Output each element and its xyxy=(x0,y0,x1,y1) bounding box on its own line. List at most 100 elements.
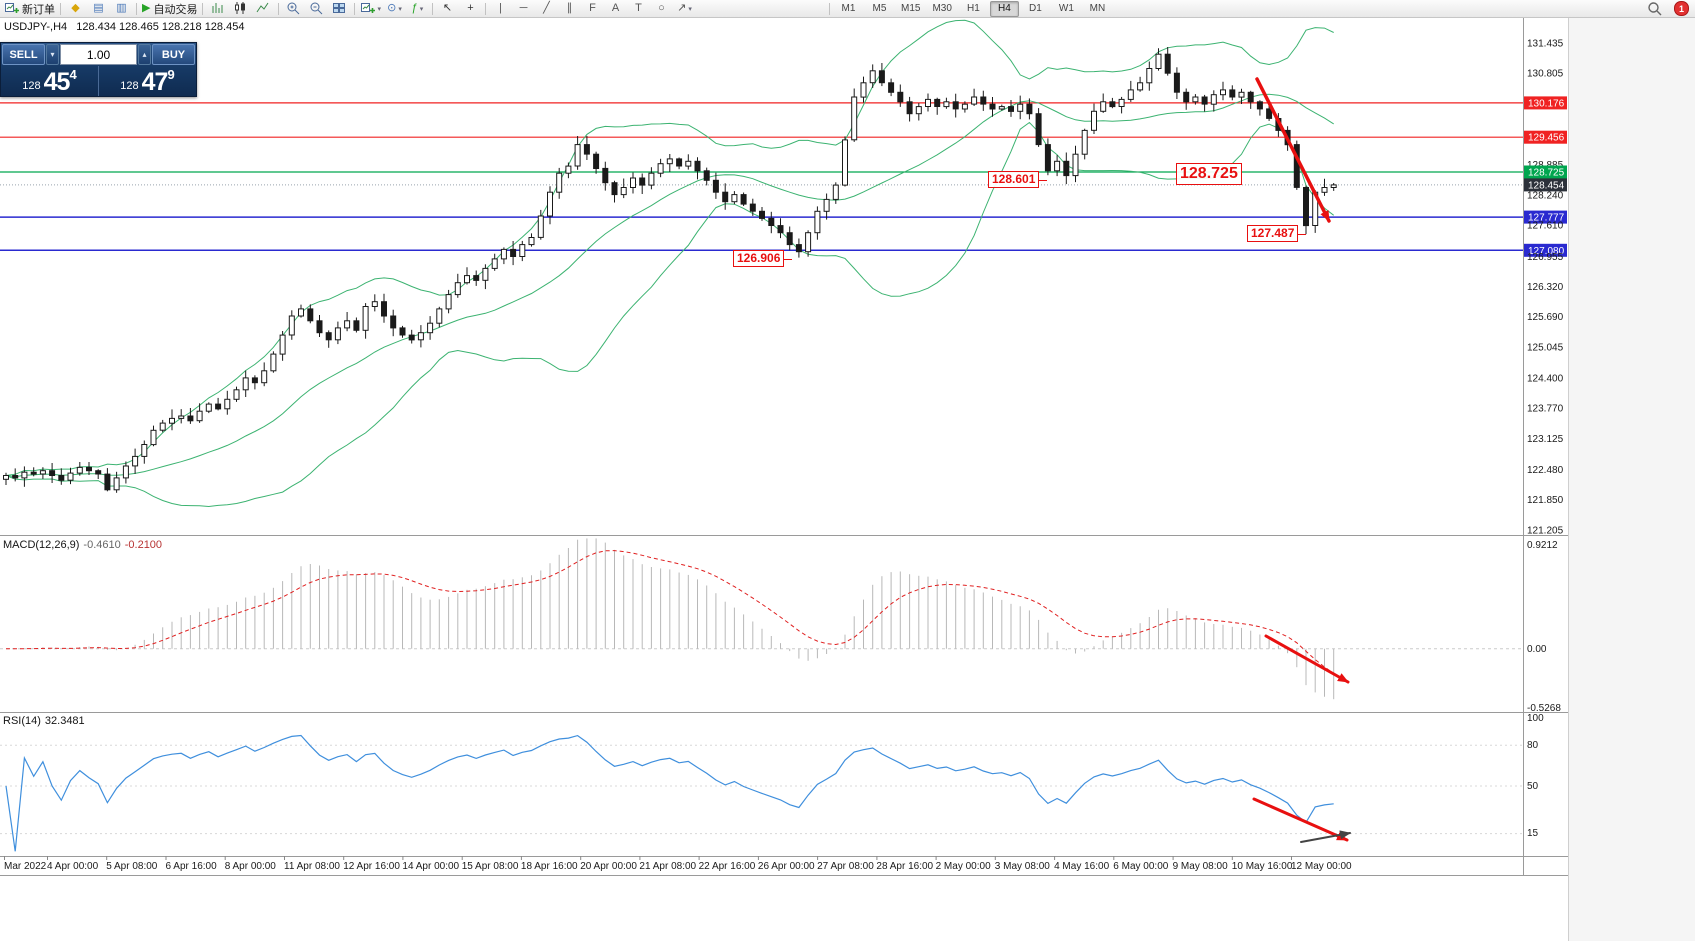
timeframe-d1-button[interactable]: D1 xyxy=(1028,3,1042,14)
buy-price-display[interactable]: 128 47 9 xyxy=(98,66,196,96)
svg-text:3 May 08:00: 3 May 08:00 xyxy=(995,861,1050,872)
callout-127-487[interactable]: 127.487 xyxy=(1247,225,1307,242)
tile-windows-icon[interactable] xyxy=(328,1,351,17)
label-icon[interactable]: T xyxy=(627,1,650,17)
text-icon[interactable]: A xyxy=(604,1,627,17)
trendline-icon[interactable]: ╱ xyxy=(535,1,558,17)
svg-text:127.777: 127.777 xyxy=(1528,213,1565,224)
toolbar-separator xyxy=(136,2,137,15)
navigator-icon[interactable]: ▥ xyxy=(110,1,133,17)
buy-button[interactable]: BUY xyxy=(152,44,195,65)
volume-decrease-button[interactable]: ▾ xyxy=(46,44,59,65)
buy-price-pip: 9 xyxy=(167,67,175,82)
dropdown-arrow-icon[interactable]: ▾ xyxy=(377,5,381,13)
channel-icon[interactable]: ∥ xyxy=(558,1,581,17)
bar-chart-icon[interactable] xyxy=(206,1,229,17)
chart-ohlc-header: USDJPY-,H4 128.434 128.465 128.218 128.4… xyxy=(4,21,244,33)
macd-label: MACD(12,26,9) -0.4610 -0.2100 xyxy=(3,539,166,551)
volume-increase-button[interactable]: ▴ xyxy=(138,44,151,65)
cursor-icon-glyph: ↖ xyxy=(442,2,453,14)
market-watch-icon-glyph: ▤ xyxy=(93,2,104,14)
buy-price-big: 47 xyxy=(141,68,169,96)
horizontal-line-icon[interactable]: ─ xyxy=(512,1,535,17)
svg-text:128.885: 128.885 xyxy=(1527,160,1564,171)
svg-text:4 May 16:00: 4 May 16:00 xyxy=(1054,861,1109,872)
volume-input[interactable] xyxy=(60,44,137,65)
trend-arrow-rsi[interactable] xyxy=(1252,797,1349,842)
svg-text:26 Apr 00:00: 26 Apr 00:00 xyxy=(758,861,815,872)
line-chart-icon[interactable] xyxy=(252,1,275,17)
fibonacci-icon[interactable]: F xyxy=(581,1,604,17)
dropdown-arrow-icon[interactable]: ▾ xyxy=(688,5,692,13)
timeframe-w1-button[interactable]: W1 xyxy=(1058,3,1074,14)
trade-panel-prices: 128 45 4 128 47 9 xyxy=(1,66,196,96)
candles-layer xyxy=(3,47,1337,493)
candlestick-chart-icon[interactable] xyxy=(229,1,252,17)
toolbar-right-group: 1 xyxy=(1643,1,1689,17)
trend-arrow-macd[interactable] xyxy=(1264,634,1350,684)
callout-126-906[interactable]: 126.906 xyxy=(733,250,793,267)
new-order-button[interactable]: 新订单 xyxy=(2,1,57,17)
callout-128-725[interactable]: 128.725 xyxy=(1176,163,1242,185)
svg-text:125.690: 125.690 xyxy=(1527,312,1564,323)
trend-arrow-rsi-flat[interactable] xyxy=(1300,830,1351,843)
text-icon-glyph: A xyxy=(611,2,620,14)
shapes-icon[interactable]: ○ xyxy=(650,1,673,17)
vertical-line-icon-glyph: | xyxy=(499,2,502,14)
crosshair-icon[interactable]: + xyxy=(459,1,482,17)
sell-price-display[interactable]: 128 45 4 xyxy=(1,66,98,96)
search-icon[interactable] xyxy=(1643,1,1666,17)
sell-button[interactable]: SELL xyxy=(2,44,45,65)
autotrading-button[interactable]: ▶ 自动交易 xyxy=(140,1,199,17)
indicators-icon[interactable]: ƒ ▾ xyxy=(406,1,429,17)
notification-badge[interactable]: 1 xyxy=(1674,1,1689,16)
dropdown-arrow-icon[interactable]: ▾ xyxy=(398,5,402,13)
svg-text:12 Apr 16:00: 12 Apr 16:00 xyxy=(343,861,400,872)
arrows-icon[interactable]: ↗ ▾ xyxy=(673,1,696,17)
trend-arrow-price[interactable] xyxy=(1255,77,1331,223)
svg-text:27 Apr 08:00: 27 Apr 08:00 xyxy=(817,861,874,872)
timeframe-h1-button[interactable]: H1 xyxy=(966,3,980,14)
svg-text:0.00: 0.00 xyxy=(1527,644,1547,655)
timeframe-m1-button[interactable]: M1 xyxy=(841,3,856,14)
svg-text:11 Apr 08:00: 11 Apr 08:00 xyxy=(284,861,340,872)
svg-text:15: 15 xyxy=(1527,828,1539,839)
rsi-name: RSI(14) xyxy=(3,715,41,727)
horizontal-line-icon-glyph: ─ xyxy=(519,2,528,14)
autotrading-glyph: ▶ xyxy=(142,2,151,14)
channel-icon-glyph: ∥ xyxy=(566,2,573,14)
timeframe-h4-button[interactable]: H4 xyxy=(989,0,1019,17)
autotrading-button-label: 自动交易 xyxy=(153,3,198,16)
timeframe-m15-button[interactable]: M15 xyxy=(900,3,921,14)
trendline-icon-glyph: ╱ xyxy=(543,2,550,14)
metaeditor-icon-glyph: ◆ xyxy=(71,2,80,14)
macd-histogram xyxy=(14,538,1335,700)
sell-price-prefix: 128 xyxy=(22,80,41,92)
market-watch-icon[interactable]: ▤ xyxy=(87,1,110,17)
buy-price-prefix: 128 xyxy=(120,80,139,92)
timeframe-m30-button[interactable]: M30 xyxy=(932,3,952,14)
chart-canvas[interactable] xyxy=(0,18,1568,875)
svg-text:15 Apr 08:00: 15 Apr 08:00 xyxy=(462,861,519,872)
svg-text:18 Apr 16:00: 18 Apr 16:00 xyxy=(521,861,578,872)
callout-128-601[interactable]: 128.601 xyxy=(988,171,1048,188)
timeframe-m5-button[interactable]: M5 xyxy=(872,3,887,14)
svg-text:123.125: 123.125 xyxy=(1527,434,1564,445)
new-chart-icon[interactable]: ▾ xyxy=(358,1,383,17)
profiles-icon[interactable]: ⊙ ▾ xyxy=(383,1,406,17)
metaeditor-icon[interactable]: ◆ xyxy=(64,1,87,17)
svg-text:124.400: 124.400 xyxy=(1527,373,1564,384)
time-axis[interactable]: Mar 2022 4 Apr 00:00 5 Apr 08:00 6 Apr 16:0… xyxy=(4,856,1352,872)
vertical-line-icon[interactable]: | xyxy=(489,1,512,17)
svg-text:4 Apr 00:00: 4 Apr 00:00 xyxy=(47,861,99,872)
svg-text:-0.5268: -0.5268 xyxy=(1527,703,1561,714)
rsi-label: RSI(14) 32.3481 xyxy=(3,715,89,727)
cursor-icon[interactable]: ↖ xyxy=(436,1,459,17)
zoom-out-icon[interactable] xyxy=(305,1,328,17)
timeframe-mn-button[interactable]: MN xyxy=(1089,3,1106,14)
bollinger-upper-band xyxy=(5,19,1334,476)
dropdown-arrow-icon[interactable]: ▾ xyxy=(419,5,424,13)
zoom-in-icon[interactable] xyxy=(282,1,305,17)
